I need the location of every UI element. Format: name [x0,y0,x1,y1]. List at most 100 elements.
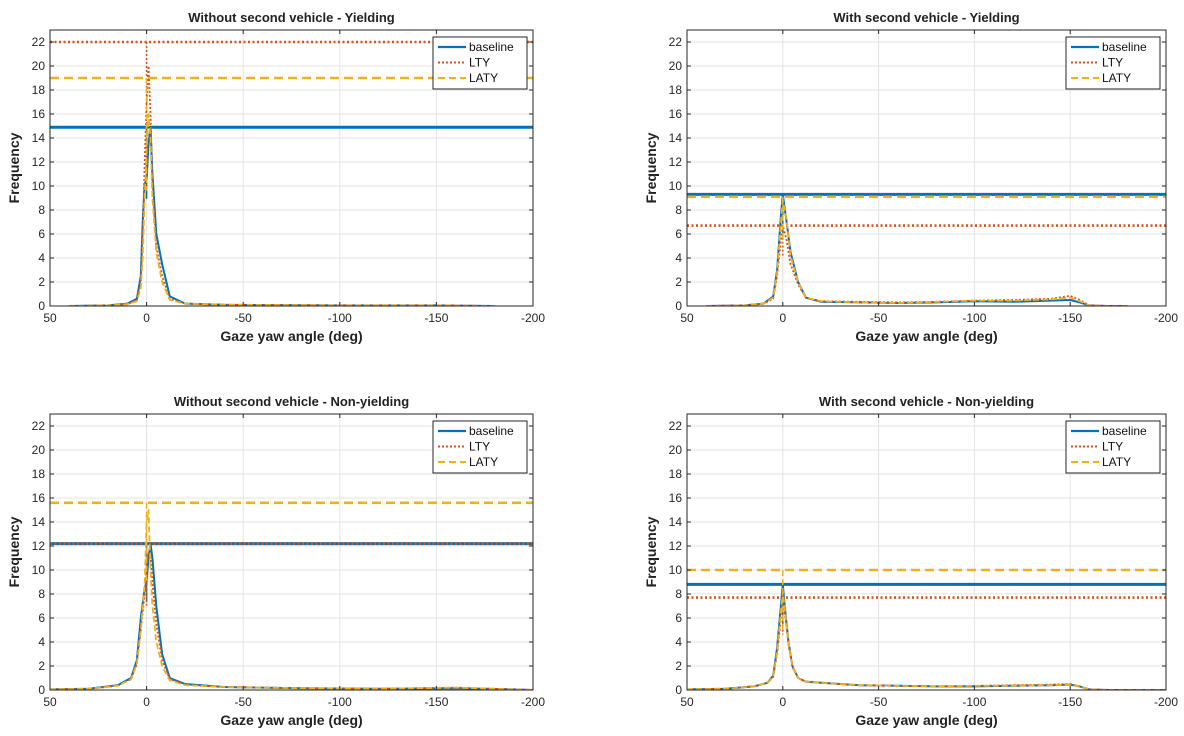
y-tick-label: 10 [669,563,683,577]
x-tick-label: -200 [1154,311,1178,325]
axes-box [686,29,1167,307]
x-tick-label: 0 [779,311,786,325]
chart-title: With second vehicle - Non-yielding [819,394,1034,409]
y-tick-label: 12 [669,539,683,553]
x-tick-label: -200 [521,311,545,325]
y-tick-label: 2 [675,275,682,289]
y-axis-label: Frequency [6,132,22,203]
series-line-LTY [50,551,533,690]
series-group [687,568,1166,690]
y-tick-label: 2 [38,659,45,673]
panel-1: 50 0 -50 -100 -150 -2000246810121416182022Wit… [6,10,545,344]
y-tick-label: 2 [675,659,682,673]
y-tick-label: 0 [38,299,45,313]
y-tick-label: 0 [675,683,682,697]
y-tick-label: 4 [38,251,45,265]
y-tick-label: 22 [669,419,683,433]
y-tick-label: 8 [38,587,45,601]
series-line-LATY [687,590,1166,690]
y-tick-label: 4 [38,635,45,649]
x-axis-label: Gaze yaw angle (deg) [855,328,997,344]
y-tick-label: 14 [669,131,683,145]
x-tick-label: -50 [235,695,253,709]
x-tick-label: -50 [870,311,888,325]
chart-title: Without second vehicle - Yielding [188,10,395,25]
panel-3: 50 0 -50 -100 -150 -2000246810121416182022Wit… [6,394,545,728]
y-tick-label: 12 [669,155,683,169]
x-tick-label: 0 [779,695,786,709]
x-tick-label: -150 [1058,311,1082,325]
y-tick-label: 0 [675,299,682,313]
legend-label-baseline: baseline [469,424,514,438]
legend-label-LTY: LTY [1102,56,1123,70]
x-tick-label: 0 [143,695,150,709]
y-tick-label: 14 [32,515,46,529]
panel-4: 50 0 -50 -100 -150 -2000246810121416182022Wit… [643,394,1178,728]
y-tick-label: 4 [675,635,682,649]
legend-label-baseline: baseline [1102,40,1147,54]
y-tick-label: 8 [675,203,682,217]
x-tick-label: 50 [680,311,694,325]
x-tick-label: -200 [521,695,545,709]
y-tick-label: 10 [669,179,683,193]
legend-box [1065,36,1161,90]
y-tick-label: 10 [32,179,46,193]
x-tick-label: -150 [424,311,448,325]
x-tick-label: 0 [143,311,150,325]
axes-box [49,29,534,307]
axes-box [49,413,534,691]
x-tick-label: 50 [43,311,57,325]
y-tick-label: 16 [669,491,683,505]
x-tick-label: -50 [235,311,253,325]
x-axis-label: Gaze yaw angle (deg) [855,712,997,728]
x-axis-label: Gaze yaw angle (deg) [220,712,362,728]
y-tick-label: 18 [32,467,46,481]
legend-label-LTY: LTY [469,56,490,70]
y-tick-label: 12 [32,155,46,169]
legend-label-LTY: LTY [469,440,490,454]
x-tick-label: -100 [962,695,986,709]
panel-2: 50 0 -50 -100 -150 -2000246810121416182022Wit… [643,10,1178,344]
y-tick-label: 2 [38,275,45,289]
series-group [687,192,1166,306]
y-tick-label: 20 [669,443,683,457]
y-tick-label: 22 [32,419,46,433]
y-tick-label: 20 [32,443,46,457]
y-tick-label: 8 [38,203,45,217]
x-tick-label: -100 [962,311,986,325]
legend-label-LTY: LTY [1102,440,1123,454]
y-tick-label: 18 [32,83,46,97]
legend-label-LATY: LATY [469,71,498,85]
y-tick-label: 16 [32,491,46,505]
legend-label-LATY: LATY [1102,71,1131,85]
series-line-LATY [69,113,495,306]
y-tick-label: 22 [32,35,46,49]
y-tick-label: 16 [32,107,46,121]
x-tick-label: -200 [1154,695,1178,709]
x-axis-label: Gaze yaw angle (deg) [220,328,362,344]
y-tick-label: 10 [32,563,46,577]
y-tick-label: 6 [38,227,45,241]
legend-label-baseline: baseline [469,40,514,54]
x-tick-label: 50 [43,695,57,709]
chart-title: Without second vehicle - Non-yielding [174,394,409,409]
y-axis-label: Frequency [6,516,22,587]
legend-box [432,36,528,90]
y-tick-label: 0 [38,683,45,697]
x-tick-label: -100 [328,695,352,709]
legend-box [1065,420,1161,474]
legend-box [432,420,528,474]
y-axis-label: Frequency [643,516,659,587]
y-axis-label: Frequency [643,132,659,203]
y-tick-label: 18 [669,467,683,481]
legend-label-baseline: baseline [1102,424,1147,438]
legend-label-LATY: LATY [1102,455,1131,469]
y-tick-label: 14 [32,131,46,145]
series-line-LATY [706,199,1128,306]
legend-label-LATY: LATY [469,455,498,469]
x-tick-label: -50 [870,695,888,709]
